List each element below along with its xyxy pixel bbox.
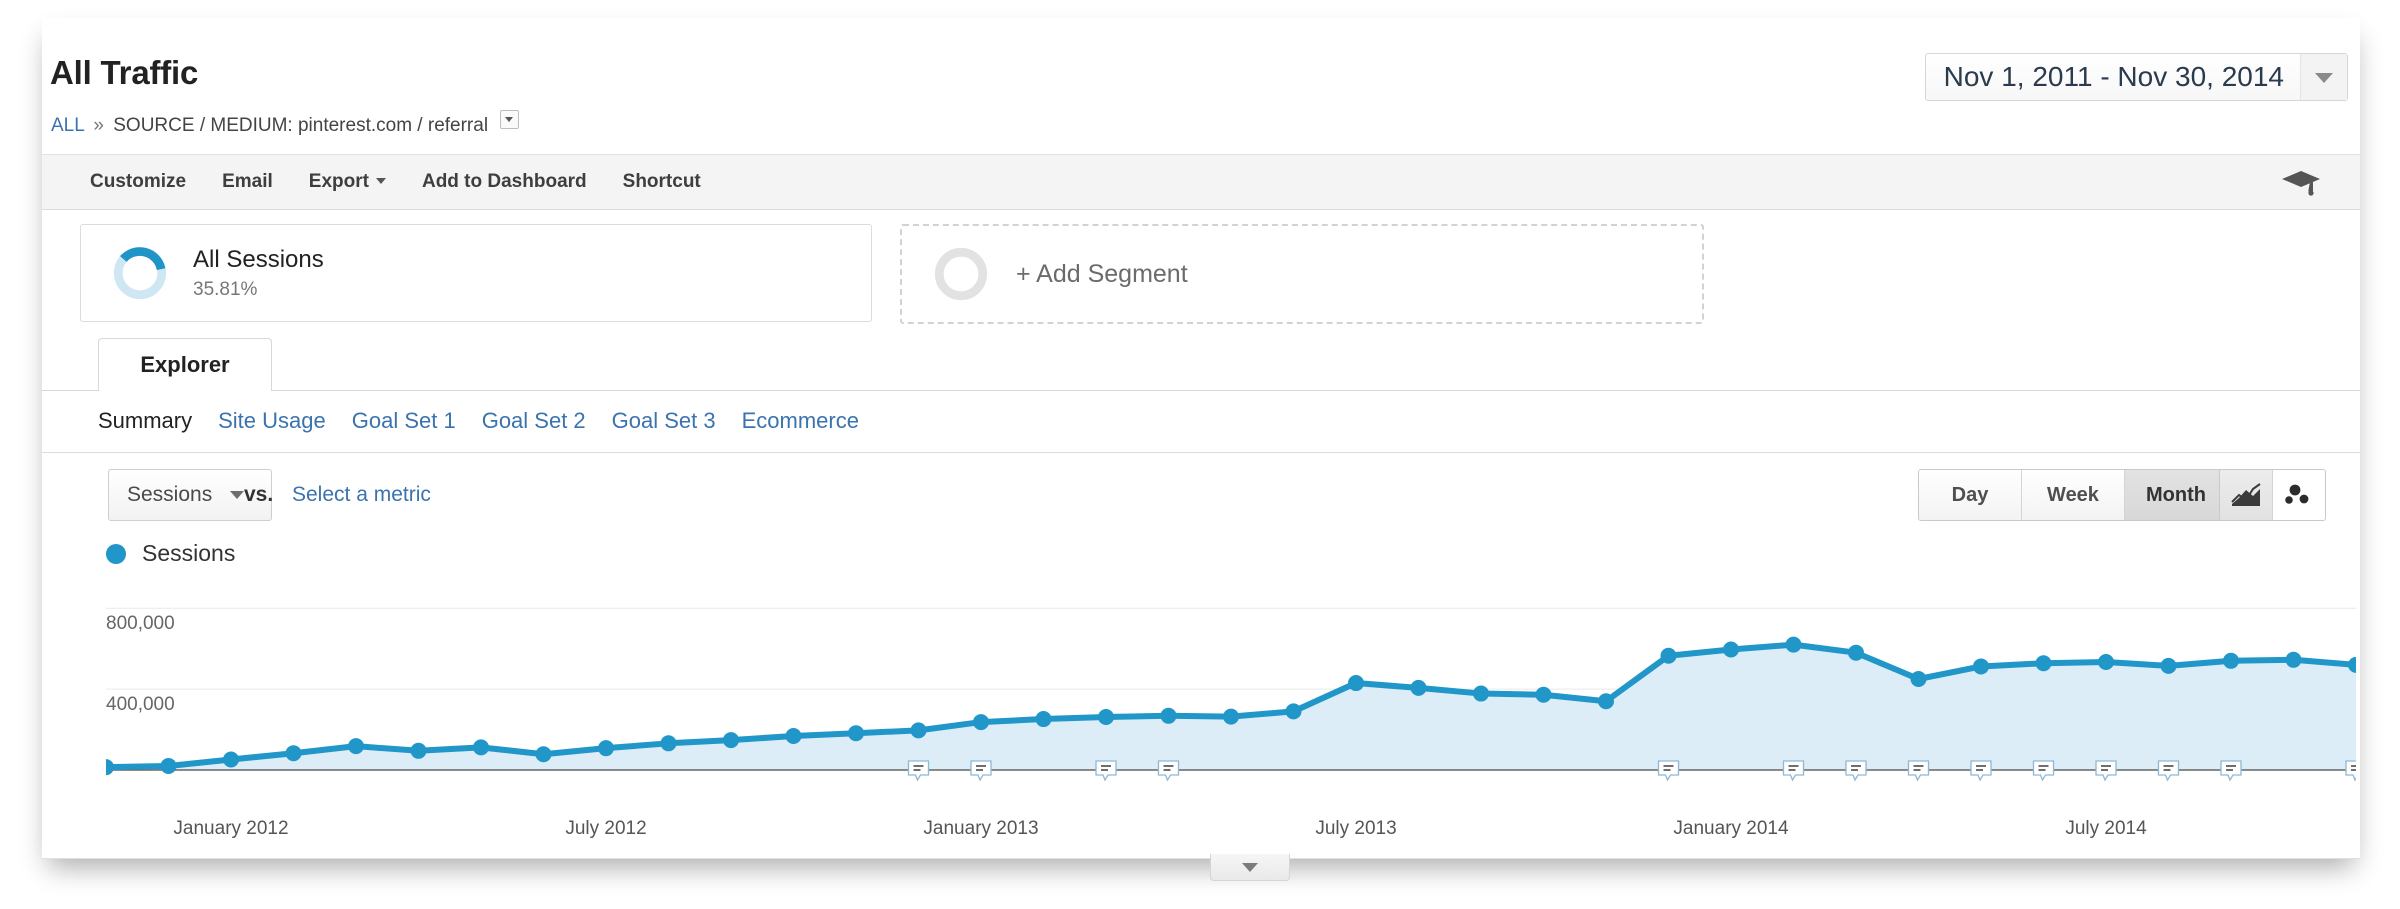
motion-chart-icon[interactable] (2273, 470, 2325, 520)
annotation-marker-icon[interactable] (2220, 760, 2242, 782)
annotation-marker-icon[interactable] (970, 760, 992, 782)
page-title: All Traffic (50, 54, 199, 91)
select-a-metric-link[interactable]: Select a metric (292, 483, 431, 506)
sessions-line-chart[interactable]: 400,000 800,000 (106, 584, 2356, 816)
add-segment-label: + Add Segment (1016, 259, 1188, 288)
explorer-tab-row: Explorer (42, 334, 2360, 392)
x-axis-tick-label: July 2014 (2065, 818, 2147, 839)
annotation-marker-icon[interactable] (2345, 760, 2356, 782)
chevron-down-icon (230, 491, 245, 499)
report-card: All Traffic ALL » SOURCE / MEDIUM: pinte… (42, 18, 2360, 881)
svg-text:400,000: 400,000 (106, 694, 175, 715)
annotation-marker-icon[interactable] (907, 760, 930, 782)
segment-percent: 35.81% (193, 279, 258, 300)
subtab-goal-set-3[interactable]: Goal Set 3 (611, 408, 716, 433)
report-header: All Traffic ALL » SOURCE / MEDIUM: pinte… (42, 18, 2360, 136)
x-axis-tick-label: July 2012 (565, 818, 647, 839)
breadcrumb-all-link[interactable]: ALL (51, 115, 85, 136)
subtab-ecommerce[interactable]: Ecommerce (741, 408, 859, 433)
granularity-toggle-group: Day Week Month (1918, 469, 2228, 521)
toolbar-add-to-dashboard-button[interactable]: Add to Dashboard (421, 171, 587, 192)
chart-type-toggle-group (2219, 469, 2326, 521)
annotation-marker-icon[interactable] (1845, 760, 1867, 782)
svg-text:800,000: 800,000 (106, 613, 175, 634)
chevron-down-icon (375, 178, 386, 184)
annotation-marker-icon[interactable] (1907, 760, 1930, 782)
granularity-day-button[interactable]: Day (1919, 470, 2022, 520)
segment-name: All Sessions (193, 246, 324, 273)
segment-all-sessions[interactable]: All Sessions 35.81% (80, 224, 872, 322)
graduation-cap-icon[interactable] (2280, 168, 2322, 196)
x-axis-tick-label: January 2013 (923, 818, 1039, 839)
date-range-label: Nov 1, 2011 - Nov 30, 2014 (1943, 61, 2284, 92)
annotation-marker-icon[interactable] (1157, 760, 1180, 782)
collapse-chart-toggle[interactable] (1210, 854, 1290, 881)
annotation-marker-icon[interactable] (2032, 760, 2055, 782)
segments-bar: All Sessions 35.81% + Add Segment (42, 214, 2360, 332)
annotation-marker-icon[interactable] (2157, 760, 2180, 782)
legend-label: Sessions (142, 540, 236, 566)
metric-select-label: Sessions (127, 483, 213, 506)
report-toolbar: Customize Email Export Add to Dashboard … (42, 154, 2360, 210)
donut-chart-icon (113, 246, 167, 300)
toolbar-email-button[interactable]: Email (222, 171, 273, 192)
chart-x-axis-labels: January 2012 July 2012 January 2013 July 20… (106, 818, 2356, 852)
legend-color-swatch (106, 543, 126, 564)
x-axis-tick-label: January 2014 (1673, 818, 1789, 839)
subtab-goal-set-2[interactable]: Goal Set 2 (481, 408, 586, 433)
granularity-month-button[interactable]: Month (2125, 470, 2227, 520)
x-axis-tick-label: January 2012 (173, 818, 289, 839)
vs-label: vs. (244, 483, 274, 506)
toolbar-shortcut-button[interactable]: Shortcut (622, 171, 701, 192)
annotation-marker-icon[interactable] (1782, 760, 1805, 782)
breadcrumb-dropdown-icon[interactable] (500, 110, 520, 129)
annotation-marker-icon[interactable] (1095, 760, 1117, 782)
subtab-summary[interactable]: Summary (98, 408, 193, 433)
annotation-marker-icon[interactable] (1970, 760, 1992, 782)
subtab-goal-set-1[interactable]: Goal Set 1 (351, 408, 456, 433)
chart-svg: 400,000 800,000 (106, 607, 2356, 782)
line-chart-icon[interactable] (2220, 470, 2273, 520)
granularity-week-button[interactable]: Week (2022, 470, 2125, 520)
date-range-picker[interactable]: Nov 1, 2011 - Nov 30, 2014 (1924, 53, 2348, 101)
toolbar-items: Customize Email Export Add to Dashboard … (50, 155, 719, 209)
add-segment-button[interactable]: + Add Segment (900, 224, 1704, 324)
chart-legend: Sessions (106, 540, 235, 567)
metric-select[interactable]: Sessions (108, 469, 272, 521)
empty-donut-icon (934, 247, 988, 301)
explorer-subtabs: Summary Site Usage Goal Set 1 Goal Set 2… (42, 390, 2360, 453)
breadcrumb-separator: » (93, 115, 104, 136)
toolbar-export-button[interactable]: Export (291, 171, 404, 193)
chart-controls: Sessions vs. Select a metric Day Week Mo… (42, 452, 2360, 536)
tab-explorer[interactable]: Explorer (98, 338, 272, 392)
breadcrumb: ALL » SOURCE / MEDIUM: pinterest.com / r… (51, 110, 520, 137)
toolbar-customize-button[interactable]: Customize (90, 171, 187, 192)
chart-divider (42, 858, 2360, 859)
subtab-site-usage[interactable]: Site Usage (218, 408, 326, 433)
breadcrumb-current: SOURCE / MEDIUM: pinterest.com / referra… (113, 115, 489, 136)
annotation-marker-icon[interactable] (2095, 760, 2117, 782)
annotation-marker-icon[interactable] (1657, 760, 1680, 782)
chevron-down-icon (2300, 54, 2347, 100)
x-axis-tick-label: July 2013 (1315, 818, 1397, 839)
